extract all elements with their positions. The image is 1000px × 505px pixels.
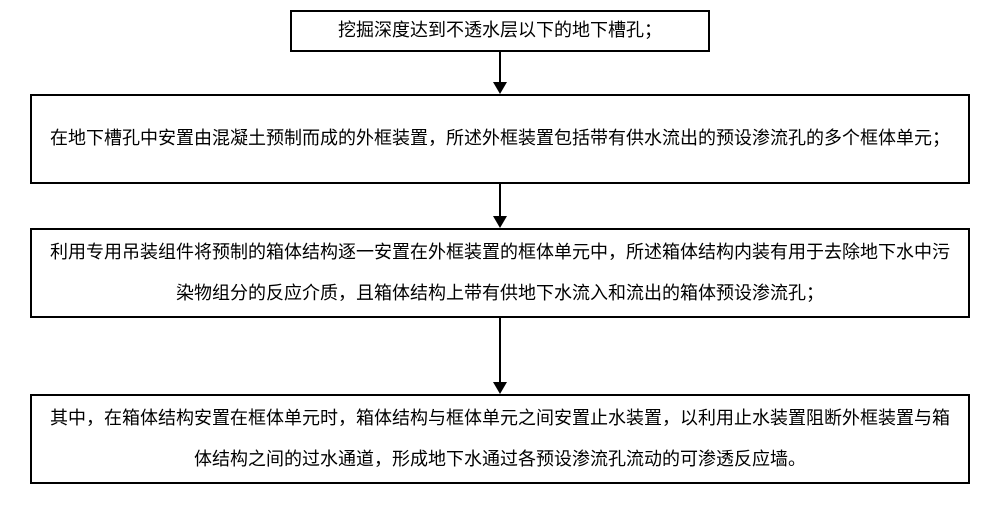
flow-step-3: 利用专用吊装组件将预制的箱体结构逐一安置在外框装置的框体单元中，所述箱体结构内装… bbox=[30, 228, 970, 318]
flow-step-1: 挖掘深度达到不透水层以下的地下槽孔； bbox=[290, 10, 710, 52]
flow-step-3-text: 利用专用吊装组件将预制的箱体结构逐一安置在外框装置的框体单元中，所述箱体结构内装… bbox=[46, 232, 954, 315]
flow-step-2: 在地下槽孔中安置由混凝土预制而成的外框装置，所述外框装置包括带有供水流出的预设渗… bbox=[30, 94, 970, 184]
arrow-3-head bbox=[493, 382, 507, 394]
arrow-3-shaft bbox=[499, 318, 501, 382]
flow-step-2-text: 在地下槽孔中安置由混凝土预制而成的外框装置，所述外框装置包括带有供水流出的预设渗… bbox=[50, 118, 950, 159]
flow-step-4: 其中，在箱体结构安置在框体单元时，箱体结构与框体单元之间安置止水装置，以利用止水… bbox=[30, 394, 970, 484]
arrow-2-shaft bbox=[499, 184, 501, 216]
flowchart-canvas: 挖掘深度达到不透水层以下的地下槽孔； 在地下槽孔中安置由混凝土预制而成的外框装置… bbox=[0, 0, 1000, 505]
arrow-2-head bbox=[493, 216, 507, 228]
flow-step-4-text: 其中，在箱体结构安置在框体单元时，箱体结构与框体单元之间安置止水装置，以利用止水… bbox=[46, 398, 954, 481]
arrow-1-shaft bbox=[499, 52, 501, 82]
flow-step-1-text: 挖掘深度达到不透水层以下的地下槽孔； bbox=[338, 10, 662, 51]
arrow-1-head bbox=[493, 82, 507, 94]
